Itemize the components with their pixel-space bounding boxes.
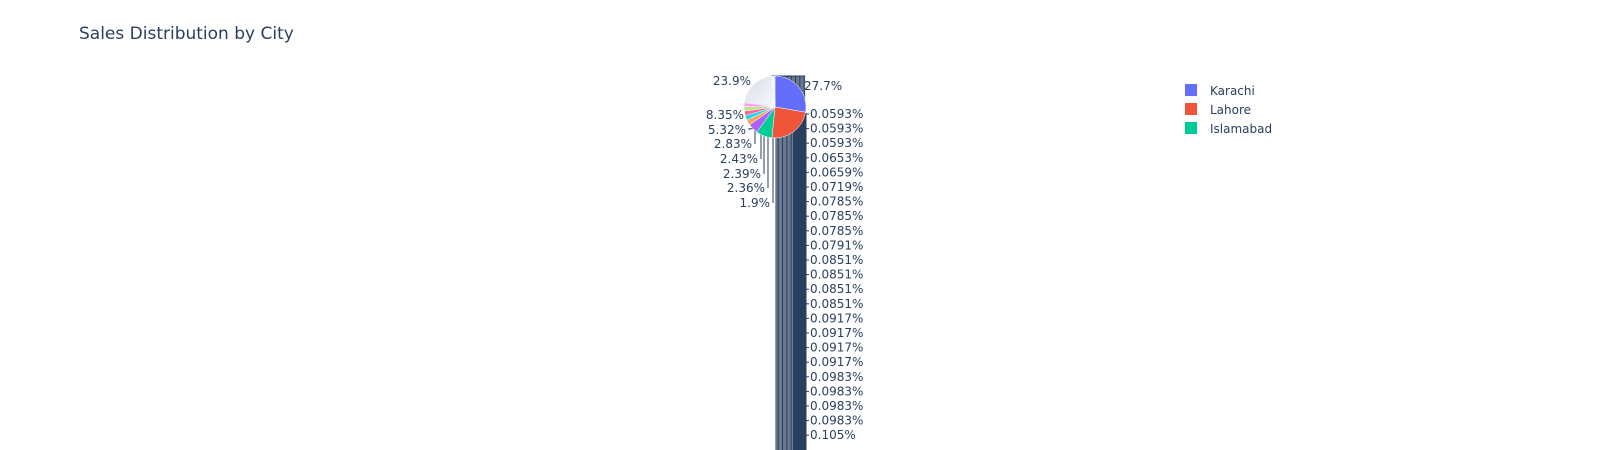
slice-label-small-17: 0.0917% bbox=[810, 341, 863, 355]
legend-label-karachi: Karachi bbox=[1210, 84, 1255, 98]
slice-label-small-13: 0.0851% bbox=[810, 282, 863, 296]
leader-line-big-4 bbox=[748, 128, 753, 130]
slice-label-small-16: 0.0917% bbox=[810, 326, 863, 340]
legend-swatch-islamabad bbox=[1185, 122, 1197, 134]
slice-label-small-11: 0.0851% bbox=[810, 253, 863, 267]
chart-title: Sales Distribution by City bbox=[79, 24, 294, 44]
legend-item-islamabad[interactable]: Islamabad bbox=[1185, 122, 1272, 136]
pie-slice-2[interactable] bbox=[771, 106, 806, 139]
slice-label-small-10: 0.0791% bbox=[810, 238, 863, 252]
legend-item-lahore[interactable]: Lahore bbox=[1185, 103, 1251, 117]
slice-label-3: 8.35% bbox=[706, 108, 744, 122]
slice-label-small-19: 0.0983% bbox=[810, 370, 863, 384]
slice-label-small-2: 0.0593% bbox=[810, 122, 863, 136]
slice-label-1: 27.7% bbox=[804, 79, 842, 93]
slice-label-small-4: 0.0653% bbox=[810, 151, 863, 165]
slice-label-small-18: 0.0917% bbox=[810, 355, 863, 369]
slice-label-small-5: 0.0659% bbox=[810, 165, 863, 179]
slice-label-small-9: 0.0785% bbox=[810, 224, 863, 238]
legend-label-islamabad: Islamabad bbox=[1210, 122, 1272, 136]
slice-label-small-20: 0.0983% bbox=[810, 384, 863, 398]
slice-label-small-3: 0.0593% bbox=[810, 136, 863, 150]
slice-label-8: 2.36% bbox=[727, 181, 765, 195]
legend-item-karachi[interactable]: Karachi bbox=[1185, 84, 1255, 98]
slice-label-small-8: 0.0785% bbox=[810, 209, 863, 223]
slice-label-small-1: 0.0593% bbox=[810, 107, 863, 121]
slice-label-4: 5.32% bbox=[708, 123, 746, 137]
legend-swatch-karachi bbox=[1185, 84, 1197, 96]
slice-label-small-14: 0.0851% bbox=[810, 297, 863, 311]
legend-swatch-lahore bbox=[1185, 103, 1197, 115]
slice-label-small-12: 0.0851% bbox=[810, 268, 863, 282]
slice-label-small-6: 0.0719% bbox=[810, 180, 863, 194]
slice-label-small-7: 0.0785% bbox=[810, 195, 863, 209]
legend: Karachi Lahore Islamabad bbox=[1185, 84, 1272, 136]
slice-labels: 27.7% 23.9% 8.35%5.32%2.83%2.43%2.39%2.36%… bbox=[706, 74, 864, 442]
slice-label-6: 2.43% bbox=[720, 152, 758, 166]
slice-label-2: 23.9% bbox=[713, 74, 751, 88]
slice-label-5: 2.83% bbox=[714, 137, 752, 151]
pie-slices bbox=[743, 75, 807, 139]
legend-label-lahore: Lahore bbox=[1210, 103, 1251, 117]
slice-label-7: 2.39% bbox=[723, 167, 761, 181]
slice-label-small-21: 0.0983% bbox=[810, 399, 863, 413]
slice-label-small-15: 0.0917% bbox=[810, 311, 863, 325]
slice-label-small-23: 0.105% bbox=[810, 428, 856, 442]
pie-slice-1[interactable] bbox=[774, 75, 807, 113]
slice-label-small-22: 0.0983% bbox=[810, 414, 863, 428]
slice-label-9: 1.9% bbox=[740, 196, 771, 210]
